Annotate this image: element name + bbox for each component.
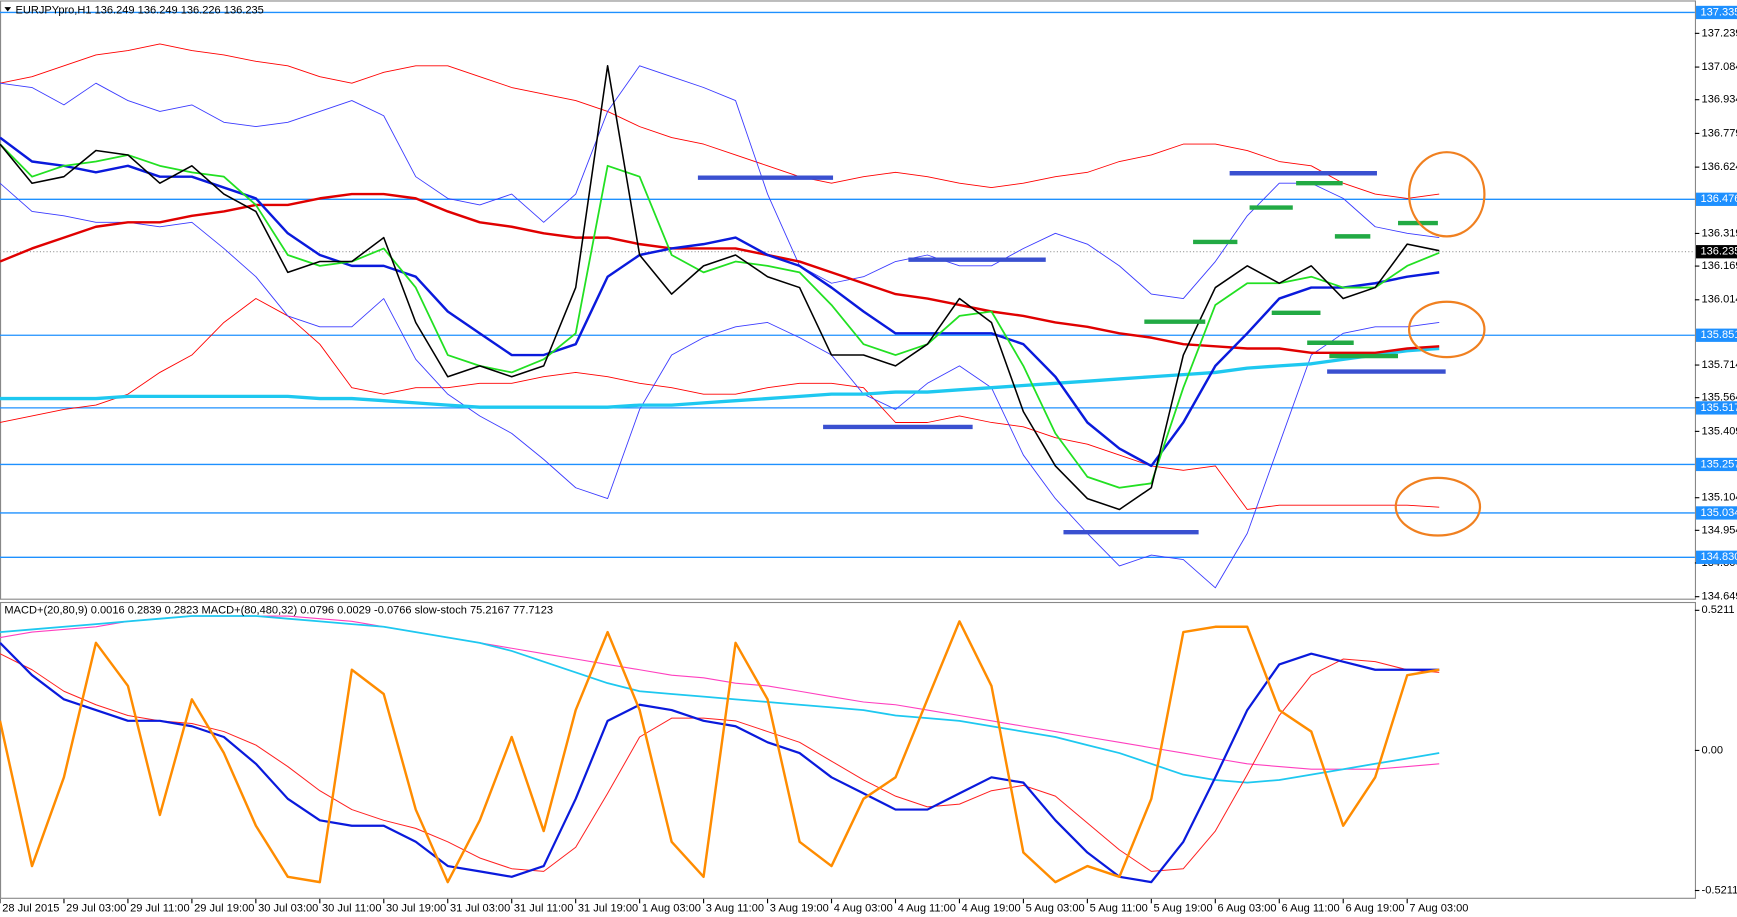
series-line <box>0 182 1440 589</box>
series-line <box>0 136 1440 468</box>
x-tick-label: 31 Jul 19:00 <box>578 903 638 915</box>
level-label-bg <box>1696 506 1737 520</box>
y-tick-label: 137.239 <box>1702 27 1737 39</box>
y-tick-label: 136.319 <box>1702 227 1737 239</box>
level-label-bg <box>1696 550 1737 564</box>
level-label-bg <box>1696 328 1737 342</box>
x-tick-label: 4 Aug 11:00 <box>898 903 956 915</box>
level-label-bg <box>1696 457 1737 472</box>
y-tick-label: 136.624 <box>1702 161 1737 173</box>
x-tick-label: 29 Jul 19:00 <box>194 903 254 915</box>
y-tick-label: 137.084 <box>1702 61 1737 73</box>
y-tick-label: 136.014 <box>1702 294 1737 306</box>
series-line <box>0 65 1440 299</box>
y-tick-label: 136.934 <box>1702 94 1737 106</box>
series-line <box>0 620 1440 884</box>
x-tick-label: 6 Aug 11:00 <box>1281 903 1339 915</box>
y-tick-label: 136.779 <box>1702 127 1737 139</box>
indicator-header: MACD+(20,80,9) 0.0016 0.2839 0.2823 MACD… <box>4 605 553 617</box>
y-tick-label: 0.00 <box>1702 744 1724 756</box>
level-label: 135.257 <box>1700 458 1737 470</box>
y-tick-label: 134.649 <box>1702 591 1737 603</box>
x-tick-label: 5 Aug 03:00 <box>1026 903 1085 915</box>
series-line <box>0 346 1440 409</box>
y-tick-label: -0.5211 <box>1702 884 1737 896</box>
x-tick-label: 28 Jul 2015 <box>2 903 59 915</box>
series-line <box>0 615 1440 784</box>
highlight-circle <box>1407 300 1486 359</box>
x-tick-label: 5 Aug 11:00 <box>1090 903 1148 915</box>
highlight-circle <box>1394 476 1482 537</box>
y-tick-label: 135.714 <box>1702 359 1737 371</box>
y-tick-label: 134.954 <box>1702 524 1737 536</box>
x-tick-label: 3 Aug 19:00 <box>770 903 829 915</box>
highlight-circles <box>1394 151 1486 537</box>
x-tick-label: 31 Jul 11:00 <box>514 903 573 915</box>
x-tick-label: 30 Jul 03:00 <box>258 903 318 915</box>
level-label: 135.851 <box>1700 329 1737 341</box>
price-header: EURJPYpro,H1 136.249 136.249 136.226 136… <box>16 4 264 16</box>
x-tick-label: 7 Aug 03:00 <box>1409 903 1468 915</box>
series-line <box>0 43 1440 199</box>
level-label: 135.034 <box>1700 507 1737 519</box>
y-tick-label: 136.169 <box>1702 260 1737 272</box>
x-tick-label: 4 Aug 03:00 <box>834 903 893 915</box>
dropdown-arrow <box>4 7 12 12</box>
series-line <box>0 653 1440 872</box>
x-tick-label: 6 Aug 03:00 <box>1218 903 1277 915</box>
level-label-bg <box>1696 5 1737 20</box>
level-label: 137.335 <box>1700 6 1737 18</box>
x-tick-label: 30 Jul 11:00 <box>322 903 381 915</box>
last-price-bg <box>1696 245 1737 259</box>
series-line <box>0 143 1440 489</box>
y-tick-label: 135.564 <box>1702 392 1737 404</box>
y-tick-label: 135.409 <box>1702 425 1737 437</box>
last-price-label: 136.235 <box>1700 246 1737 258</box>
y-tick-label: 135.104 <box>1702 492 1737 504</box>
level-label-bg <box>1696 192 1737 206</box>
x-tick-label: 29 Jul 03:00 <box>66 903 126 915</box>
level-label-bg <box>1696 401 1737 415</box>
x-tick-label: 4 Aug 19:00 <box>962 903 1021 915</box>
level-label: 135.517 <box>1700 402 1737 414</box>
series-line <box>0 642 1440 884</box>
x-tick-label: 5 Aug 19:00 <box>1154 903 1213 915</box>
highlight-circle <box>1407 151 1486 238</box>
level-label: 134.830 <box>1700 551 1737 563</box>
x-tick-label: 6 Aug 19:00 <box>1345 903 1404 915</box>
x-tick-label: 31 Jul 03:00 <box>450 903 510 915</box>
y-tick-label: 0.5211 <box>1702 604 1735 616</box>
x-tick-label: 30 Jul 19:00 <box>386 903 446 915</box>
x-tick-label: 1 Aug 03:00 <box>642 903 701 915</box>
x-tick-label: 3 Aug 11:00 <box>706 903 764 915</box>
level-label: 136.476 <box>1700 193 1737 205</box>
drawings <box>697 171 1446 535</box>
series-line <box>0 298 1440 510</box>
x-tick-label: 29 Jul 11:00 <box>130 903 189 915</box>
